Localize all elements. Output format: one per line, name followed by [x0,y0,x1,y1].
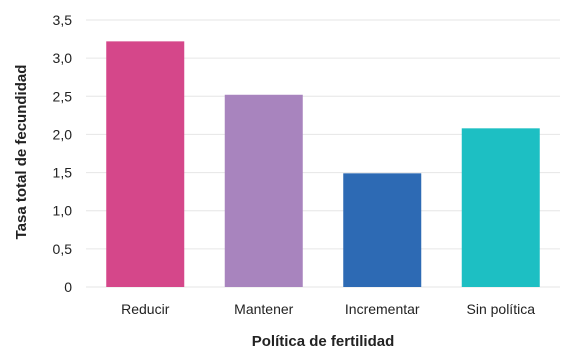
y-tick-label: 0 [64,279,72,295]
bar-mantener [224,94,303,287]
y-tick-label: 3,5 [53,12,73,28]
y-axis-title: Tasa total de fecundidad [13,65,30,240]
bar-reducir [106,41,185,287]
x-tick-label: Reducir [121,301,170,317]
x-axis-title: Política de fertilidad [252,333,395,349]
y-tick-label: 3,0 [53,50,73,66]
y-tick-label: 2,5 [53,88,73,104]
x-tick-label: Mantener [234,301,293,317]
x-tick-label: Sin política [467,301,536,317]
y-tick-label: 1,0 [53,203,73,219]
bar-sin-pol-tica [461,128,540,287]
bars [106,41,540,287]
y-tick-label: 1,5 [53,165,73,181]
y-axis-ticks: 0 0,5 1,0 1,5 2,0 2,5 3,0 3,5 [53,12,73,295]
y-tick-label: 0,5 [53,241,73,257]
bar-incrementar [343,173,422,287]
x-axis-ticks: Reducir Mantener Incrementar Sin política [121,301,535,317]
x-tick-label: Incrementar [345,301,420,317]
y-tick-label: 2,0 [53,126,73,142]
